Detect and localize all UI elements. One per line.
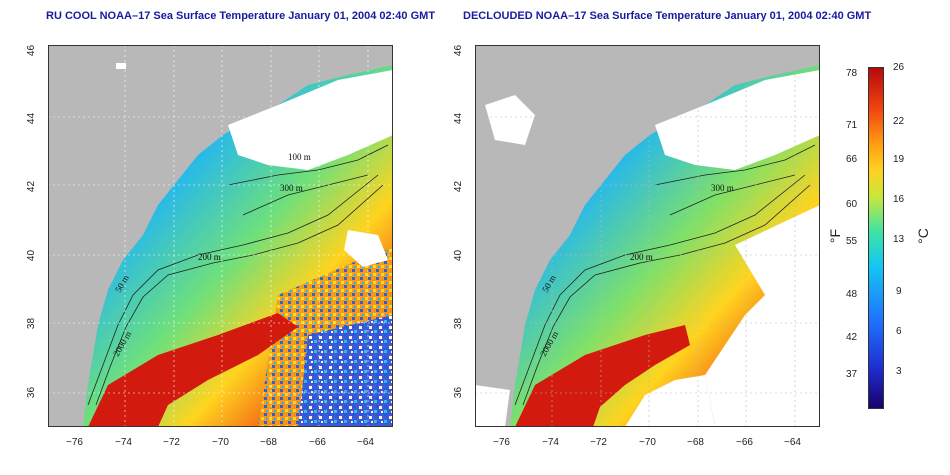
right-panel-title: DECLOUDED NOAA–17 Sea Surface Temperatur… xyxy=(463,10,872,22)
celsius-tick: 22 xyxy=(893,116,905,127)
cloud-patch xyxy=(475,385,510,427)
fahrenheit-tick: 78 xyxy=(846,68,858,79)
left-lon-tick: −68 xyxy=(260,437,277,448)
contour-line xyxy=(95,184,384,406)
grid-lines xyxy=(475,45,820,427)
land-area xyxy=(48,45,393,427)
left-lon-tick: −66 xyxy=(309,437,326,448)
left-panel-title: RU COOL NOAA–17 Sea Surface Temperature … xyxy=(46,10,436,22)
celsius-tick: 6 xyxy=(896,326,902,337)
left-lat-tick: 36 xyxy=(26,386,38,399)
gulf-stream xyxy=(88,313,298,427)
left-lat-tick: 38 xyxy=(26,317,38,330)
celsius-tick: 13 xyxy=(893,234,905,245)
contour-label: 300 m xyxy=(280,183,303,193)
left-lon-tick: −72 xyxy=(163,437,180,448)
right-lat-tick: 44 xyxy=(453,112,465,125)
contour-line xyxy=(514,174,806,406)
left-lat-tick: 40 xyxy=(26,249,38,262)
gulf-stream xyxy=(515,325,690,427)
left-sst-map-svg: 100 m 300 m 50 m 200 m 2000 m xyxy=(48,45,393,427)
left-sst-map: 100 m 300 m 50 m 200 m 2000 m xyxy=(48,45,393,427)
contour-label: 200 m xyxy=(630,252,653,262)
celsius-tick: 3 xyxy=(896,366,902,377)
contour-line xyxy=(669,174,796,216)
right-lat-tick: 40 xyxy=(453,249,465,262)
right-lon-tick: −66 xyxy=(736,437,753,448)
fahrenheit-tick: 71 xyxy=(846,120,858,131)
declouded-region xyxy=(625,375,715,427)
lake xyxy=(116,63,126,69)
right-lon-tick: −76 xyxy=(493,437,510,448)
fahrenheit-tick: 42 xyxy=(846,332,858,343)
celsius-tick: 9 xyxy=(896,286,902,297)
cloud-patch xyxy=(344,230,388,267)
fahrenheit-tick: 37 xyxy=(846,369,858,380)
left-lat-tick: 42 xyxy=(26,180,38,193)
contour-label: 300 m xyxy=(711,183,734,193)
fahrenheit-tick: 55 xyxy=(846,236,858,247)
left-lon-tick: −74 xyxy=(115,437,132,448)
fahrenheit-tick: 60 xyxy=(846,199,858,210)
right-lat-tick: 36 xyxy=(453,386,465,399)
fahrenheit-tick: 66 xyxy=(846,154,858,165)
left-lat-tick: 44 xyxy=(26,112,38,125)
land-area xyxy=(475,45,820,427)
celsius-tick: 26 xyxy=(893,62,905,73)
fahrenheit-tick: 48 xyxy=(846,289,858,300)
fahrenheit-unit-label: °F xyxy=(827,228,844,244)
cloud-patch xyxy=(485,95,535,145)
contour-label: 100 m xyxy=(288,152,311,162)
celsius-tick: 16 xyxy=(893,194,905,205)
right-sst-map-svg: 300 m 50 m 200 m 2000 m xyxy=(475,45,820,427)
right-lon-tick: −68 xyxy=(687,437,704,448)
right-lon-tick: −72 xyxy=(590,437,607,448)
contour-line xyxy=(87,174,379,406)
left-lon-tick: −76 xyxy=(66,437,83,448)
contour-line xyxy=(242,174,369,216)
grid-lines xyxy=(48,45,393,427)
cloud-noise-region xyxy=(298,315,393,427)
right-lat-tick: 42 xyxy=(453,180,465,193)
right-lon-tick: −70 xyxy=(639,437,656,448)
right-lat-tick: 46 xyxy=(453,44,465,57)
contour-label: 200 m xyxy=(198,252,221,262)
right-lon-tick: −64 xyxy=(784,437,801,448)
left-lon-tick: −64 xyxy=(357,437,374,448)
celsius-unit-label: °C xyxy=(914,228,931,244)
cloud-gulf-of-maine xyxy=(655,70,820,170)
contour-line xyxy=(522,184,811,406)
right-sst-map: 300 m 50 m 200 m 2000 m xyxy=(475,45,820,427)
right-lon-tick: −74 xyxy=(542,437,559,448)
celsius-tick: 19 xyxy=(893,154,905,165)
cloud-gulf-of-maine xyxy=(228,70,393,170)
temperature-colorbar xyxy=(868,67,884,409)
left-lon-tick: −70 xyxy=(212,437,229,448)
declouded-region xyxy=(705,205,820,427)
left-lat-tick: 46 xyxy=(26,44,38,57)
right-lat-tick: 38 xyxy=(453,317,465,330)
